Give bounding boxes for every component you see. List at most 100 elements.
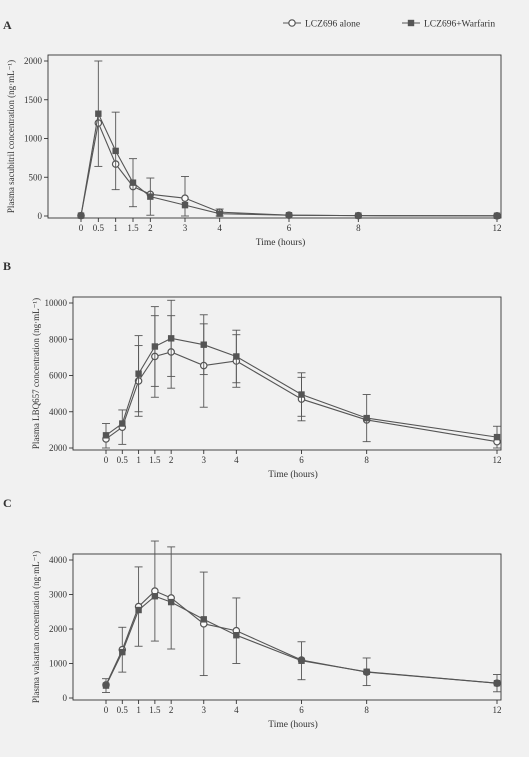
x-tick-label: 8 <box>364 455 369 465</box>
x-axis-label: Time (hours) <box>268 469 318 480</box>
panel-label: C <box>3 496 12 510</box>
y-axis-label: Plasma valsartan concentration (ng·mL⁻¹) <box>31 551 41 703</box>
x-tick-label: 4 <box>234 455 239 465</box>
panel-c: C 0 1000 2000 3000 4000 0 0.5 1 1.5 2 3 4 6 8 12 Time (h… <box>3 496 502 730</box>
x-axis-label: Time (hours) <box>268 719 318 730</box>
x-tick-label: 12 <box>493 223 502 233</box>
plot-frame <box>72 553 502 701</box>
y-tick-label: 0 <box>63 693 68 703</box>
legend-item-1: LCZ696 alone <box>283 19 360 30</box>
data-point <box>216 210 223 217</box>
series-lcz696-alone <box>77 119 501 220</box>
x-tick-label: 0 <box>79 223 84 233</box>
y-tick-label: 2000 <box>49 624 68 634</box>
data-point <box>493 679 501 687</box>
data-point <box>135 606 142 614</box>
x-tick-label: 1 <box>136 455 141 465</box>
x-tick-label: 3 <box>202 705 207 715</box>
y-tick-label: 1000 <box>49 659 68 669</box>
x-tick-label: 2 <box>169 705 174 715</box>
data-point <box>167 335 175 342</box>
data-point <box>147 193 154 200</box>
x-axis-label: Time (hours) <box>256 237 306 248</box>
y-tick-label: 1000 <box>24 134 43 144</box>
y-tick-label: 2000 <box>49 443 68 453</box>
x-tick-label: 4 <box>234 705 239 715</box>
series-line <box>105 351 498 443</box>
x-tick-label: 6 <box>299 705 304 715</box>
x-tick-label: 6 <box>287 223 292 233</box>
plot-frame <box>72 296 502 451</box>
x-tick-label: 12 <box>493 455 502 465</box>
x-tick-label: 0 <box>104 705 109 715</box>
series-line <box>105 595 498 686</box>
series-line <box>105 337 498 438</box>
panel-b: B 2000 4000 6000 8000 10000 0 0.5 1 1.5 2 3 4 6 8 12 Tim… <box>3 259 502 480</box>
x-tick-label: 2 <box>169 455 174 465</box>
x-tick-label: 0.5 <box>93 223 105 233</box>
y-axis-label: Plasma sacubitril concentration (ng·mL⁻¹… <box>6 60 16 213</box>
legend-marker-1 <box>288 19 296 27</box>
data-point <box>135 370 142 377</box>
data-point <box>129 179 137 186</box>
plot-frame <box>47 54 502 219</box>
panel-a: A 0 500 1000 1500 2000 0 0.5 1 1.5 2 3 4 6 8 12 Time (ho… <box>3 18 502 248</box>
panel-label: A <box>3 18 12 32</box>
y-tick-label: 10000 <box>45 298 68 308</box>
y-tick-label: 500 <box>29 172 43 182</box>
series-line <box>80 121 498 217</box>
y-tick-label: 1500 <box>24 95 43 105</box>
x-tick-label: 8 <box>364 705 369 715</box>
series-line <box>80 111 498 217</box>
y-tick-label: 2000 <box>24 56 43 66</box>
x-tick-label: 1 <box>113 223 118 233</box>
data-point <box>112 147 119 155</box>
data-point <box>363 414 370 422</box>
panel-label: B <box>3 259 11 273</box>
x-tick-label: 4 <box>217 223 222 233</box>
data-point <box>233 632 240 639</box>
data-point <box>355 212 362 219</box>
data-point <box>119 648 126 656</box>
data-point <box>151 593 159 600</box>
data-point <box>181 201 189 209</box>
data-point <box>77 212 85 219</box>
data-point <box>200 341 207 348</box>
data-point <box>102 432 110 439</box>
x-tick-label: 6 <box>299 455 304 465</box>
data-point <box>363 668 370 675</box>
series-lcz696-warfarin <box>77 60 501 219</box>
y-tick-label: 6000 <box>49 371 68 381</box>
data-point <box>298 391 305 398</box>
data-point <box>200 616 207 623</box>
y-tick-label: 4000 <box>49 407 68 417</box>
y-tick-label: 4000 <box>49 555 68 565</box>
x-tick-label: 0 <box>104 455 109 465</box>
data-point <box>285 212 293 219</box>
data-point <box>233 353 240 360</box>
x-tick-label: 0.5 <box>117 455 129 465</box>
y-tick-label: 3000 <box>49 590 68 600</box>
y-tick-label: 0 <box>38 211 43 221</box>
data-point <box>119 420 126 427</box>
data-point <box>181 194 189 202</box>
x-tick-label: 3 <box>202 455 207 465</box>
data-point <box>298 657 305 664</box>
legend-item-2: LCZ696+Warfarin <box>402 19 495 30</box>
legend-marker-2 <box>407 19 415 27</box>
legend-label-2: LCZ696+Warfarin <box>424 19 495 30</box>
series-lcz696-warfarin <box>102 299 501 443</box>
x-tick-label: 8 <box>356 223 361 233</box>
y-tick-label: 8000 <box>49 334 68 344</box>
x-tick-label: 1.5 <box>149 455 161 465</box>
data-point <box>95 110 102 117</box>
legend: LCZ696 alone LCZ696+Warfarin <box>283 19 495 30</box>
x-tick-label: 12 <box>493 705 502 715</box>
data-point <box>493 212 501 219</box>
data-point <box>151 343 159 350</box>
x-tick-label: 1.5 <box>127 223 139 233</box>
x-tick-label: 1 <box>136 705 141 715</box>
data-point <box>102 682 110 689</box>
